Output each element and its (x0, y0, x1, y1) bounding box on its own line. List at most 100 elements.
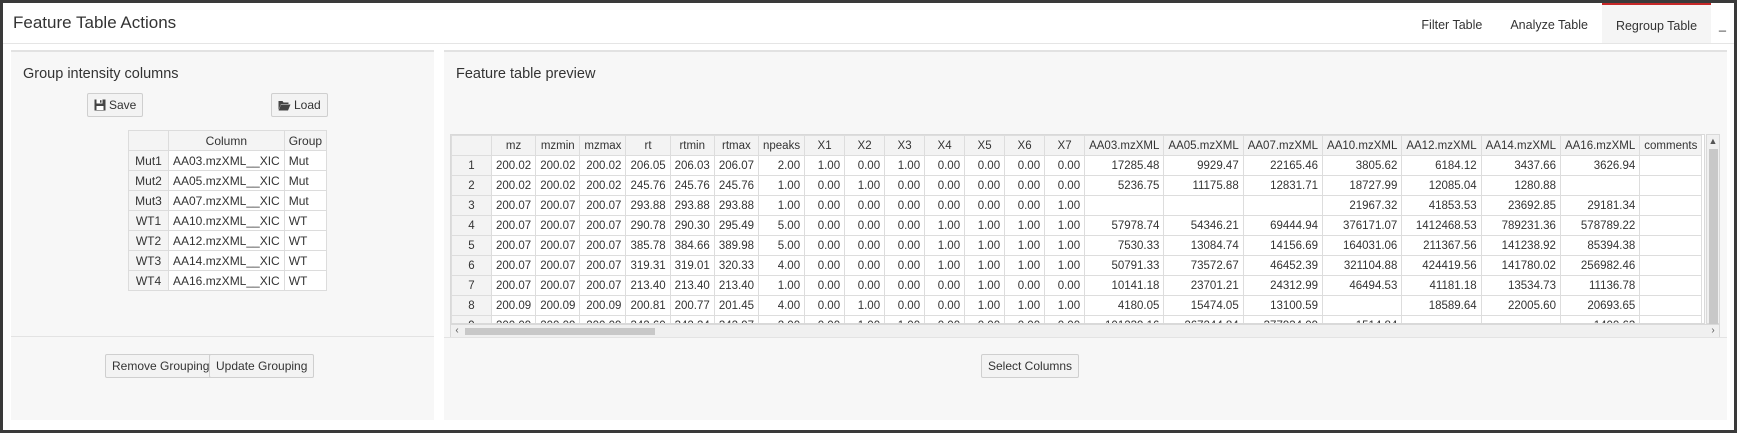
table-cell[interactable]: 0.00 (884, 255, 926, 276)
table-cell[interactable]: 206.05 (625, 155, 671, 176)
table-cell[interactable]: 200.02 (579, 155, 627, 176)
table-cell[interactable]: 200.02 (535, 175, 581, 196)
table-cell[interactable] (1163, 195, 1244, 216)
load-button[interactable]: Load (271, 93, 328, 117)
table-cell[interactable]: 0.00 (844, 215, 886, 236)
table-cell[interactable]: 200.02 (490, 155, 537, 176)
table-cell[interactable]: 13100.59 (1242, 295, 1324, 316)
table-cell[interactable]: 17285.48 (1084, 155, 1165, 176)
table-row[interactable]: 5 200.07 200.07 200.07 385.78 384.66 389.98 5.0… (451, 235, 1703, 256)
table-cell[interactable]: 73572.67 (1163, 255, 1244, 276)
table-cell[interactable]: 200.81 (625, 295, 671, 316)
table-cell[interactable]: 0.00 (1044, 175, 1086, 196)
remove-grouping-button[interactable]: Remove Grouping (105, 354, 217, 378)
tab-minimize[interactable]: _ (1719, 18, 1726, 32)
column-header[interactable]: comments (1639, 135, 1703, 156)
table-cell[interactable]: 0.00 (924, 195, 966, 216)
horizontal-scrollbar[interactable]: ‹ › (450, 324, 1720, 338)
table-cell[interactable]: 1.00 (964, 295, 1006, 316)
group-cell[interactable]: Mut (283, 170, 328, 191)
group-cell[interactable]: WT (283, 210, 328, 231)
table-row[interactable]: 1 200.02 200.02 200.02 206.05 206.03 206.07 2.0… (451, 155, 1703, 176)
table-cell[interactable] (1242, 195, 1324, 216)
table-cell[interactable]: 0.00 (884, 195, 926, 216)
table-cell[interactable]: 85394.38 (1559, 235, 1641, 256)
table-cell[interactable]: 320.33 (713, 255, 760, 276)
table-cell[interactable]: 0.00 (924, 315, 966, 323)
tab-regroup-table[interactable]: Regroup Table (1601, 3, 1712, 43)
table-cell[interactable]: 200.02 (535, 155, 581, 176)
table-cell[interactable]: 1.00 (964, 275, 1006, 296)
column-header[interactable]: X2 (844, 135, 886, 156)
table-cell[interactable]: 0.00 (804, 215, 846, 236)
column-header[interactable]: X5 (964, 135, 1006, 156)
table-cell[interactable]: 290.30 (669, 215, 715, 236)
column-cell[interactable]: AA10.mzXML__XIC (168, 210, 285, 231)
table-cell[interactable]: 245.76 (669, 175, 715, 196)
table-cell[interactable] (1639, 195, 1703, 216)
table-cell[interactable]: 13534.73 (1480, 275, 1561, 296)
table-cell[interactable]: 0.00 (924, 295, 966, 316)
column-header[interactable]: AA03.mzXML (1084, 135, 1165, 156)
table-row[interactable]: 3 200.07 200.07 200.07 293.88 293.88 293.88 1.0… (451, 195, 1703, 216)
table-cell[interactable]: 200.02 (579, 175, 627, 196)
table-cell[interactable]: 15474.05 (1163, 295, 1244, 316)
table-cell[interactable]: 1.00 (1004, 255, 1046, 276)
table-cell[interactable]: 0.00 (964, 315, 1006, 323)
column-header[interactable]: mzmin (535, 135, 581, 156)
table-cell[interactable]: 0.00 (1004, 315, 1046, 323)
vertical-scrollbar[interactable]: ▲ (1706, 134, 1720, 325)
table-cell[interactable]: 290.78 (625, 215, 671, 236)
table-cell[interactable]: 1.00 (884, 315, 926, 323)
column-header[interactable]: X7 (1044, 135, 1086, 156)
table-cell[interactable]: 200.07 (490, 255, 537, 276)
table-row[interactable]: 7 200.07 200.07 200.07 213.40 213.40 213.40 1.0… (451, 275, 1703, 296)
table-cell[interactable]: 69444.94 (1242, 215, 1324, 236)
table-cell[interactable] (1639, 255, 1703, 276)
select-columns-button[interactable]: Select Columns (981, 354, 1080, 378)
table-cell[interactable]: 213.40 (713, 275, 760, 296)
column-header[interactable]: rtmax (713, 135, 760, 156)
table-cell[interactable] (1480, 315, 1561, 323)
table-cell[interactable]: 11175.88 (1163, 175, 1244, 196)
column-header[interactable]: X1 (804, 135, 846, 156)
table-cell[interactable]: 213.40 (669, 275, 715, 296)
table-cell[interactable]: 384.66 (669, 235, 715, 256)
scroll-right-icon[interactable]: › (1711, 325, 1715, 336)
table-cell[interactable]: 24312.99 (1242, 275, 1324, 296)
table-cell[interactable]: 0.00 (964, 175, 1006, 196)
table-cell[interactable] (1084, 195, 1165, 216)
table-cell[interactable]: 1.00 (964, 215, 1006, 236)
table-cell[interactable]: 1280.88 (1480, 175, 1561, 196)
table-cell[interactable]: 1.00 (757, 195, 806, 216)
table-cell[interactable]: 321104.88 (1322, 255, 1403, 276)
table-cell[interactable]: 256982.46 (1559, 255, 1641, 276)
table-cell[interactable]: 0.00 (884, 295, 926, 316)
table-cell[interactable]: 23701.21 (1163, 275, 1244, 296)
vertical-scroll-thumb[interactable] (1709, 149, 1718, 325)
table-cell[interactable]: 0.00 (1044, 315, 1086, 323)
table-cell[interactable]: 1.00 (964, 235, 1006, 256)
table-cell[interactable] (1639, 175, 1703, 196)
table-cell[interactable] (1639, 235, 1703, 256)
table-cell[interactable]: 0.00 (1044, 275, 1086, 296)
table-cell[interactable] (1401, 315, 1482, 323)
table-cell[interactable]: 101239.16 (1084, 315, 1165, 323)
table-cell[interactable]: 0.00 (804, 315, 846, 323)
table-cell[interactable]: 1.00 (844, 315, 886, 323)
table-cell[interactable]: 267244.84 (1163, 315, 1244, 323)
column-header[interactable]: AA07.mzXML (1242, 135, 1324, 156)
table-cell[interactable]: 18727.99 (1322, 175, 1403, 196)
column-header[interactable]: AA14.mzXML (1480, 135, 1561, 156)
table-cell[interactable]: 1.00 (1004, 215, 1046, 236)
table-cell[interactable]: 4.00 (757, 255, 806, 276)
scroll-left-icon[interactable]: ‹ (455, 325, 459, 336)
table-cell[interactable]: 5.00 (757, 235, 806, 256)
table-row[interactable]: 2 200.02 200.02 200.02 245.76 245.76 245.76 1.0… (451, 175, 1703, 196)
table-row[interactable]: WT1 AA10.mzXML__XIC WT (128, 210, 328, 231)
table-cell[interactable]: 200.07 (535, 195, 581, 216)
table-cell[interactable]: 3626.94 (1559, 155, 1641, 176)
table-cell[interactable] (1639, 295, 1703, 316)
table-cell[interactable] (1639, 155, 1703, 176)
column-header[interactable]: mz (490, 135, 537, 156)
